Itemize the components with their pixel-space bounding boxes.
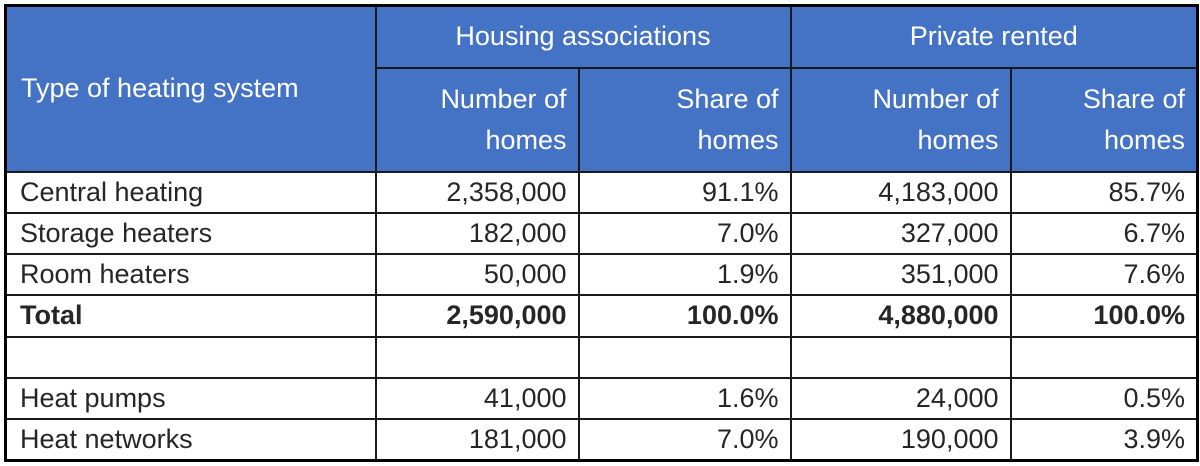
group-header-housing-associations: Housing associations xyxy=(374,4,792,69)
row-label-cell xyxy=(4,335,377,379)
value-cell: 4,880,000 xyxy=(789,294,1012,338)
subheader-housing-number: Number of homes xyxy=(374,66,580,173)
value-cell: 1.9% xyxy=(577,253,792,297)
row-label-cell: Central heating xyxy=(4,170,377,214)
value-cell xyxy=(1009,335,1199,379)
value-cell: 182,000 xyxy=(374,211,580,256)
value-cell: 24,000 xyxy=(789,376,1012,421)
corner-header-cell: Type of heating system xyxy=(4,4,377,173)
group-header-private-rented: Private rented xyxy=(789,4,1199,69)
table-row-heat-networks: Heat networks 181,000 7.0% 190,000 3.9% xyxy=(4,418,1199,462)
heating-systems-table: Type of heating system Housing associati… xyxy=(4,4,1199,462)
subheader-label: Number of homes xyxy=(872,84,999,155)
table-row-storage-heaters: Storage heaters 182,000 7.0% 327,000 6.7… xyxy=(4,211,1199,256)
value-cell: 2,590,000 xyxy=(374,294,580,338)
table-row-total: Total 2,590,000 100.0% 4,880,000 100.0% xyxy=(4,294,1199,338)
value-cell: 6.7% xyxy=(1009,211,1199,256)
value-cell: 41,000 xyxy=(374,376,580,421)
value-cell: 1.6% xyxy=(577,376,792,421)
subheader-label: Share of homes xyxy=(1082,84,1185,155)
row-label-cell: Room heaters xyxy=(4,253,377,297)
subheader-label: Share of homes xyxy=(676,84,779,155)
value-cell: 0.5% xyxy=(1009,376,1199,421)
value-cell: 7.0% xyxy=(577,211,792,256)
value-cell: 7.6% xyxy=(1009,253,1199,297)
value-cell: 91.1% xyxy=(577,170,792,214)
table-row-empty xyxy=(4,335,1199,379)
value-cell: 3.9% xyxy=(1009,418,1199,462)
table-row-room-heaters: Room heaters 50,000 1.9% 351,000 7.6% xyxy=(4,253,1199,297)
subheader-private-share: Share of homes xyxy=(1009,66,1199,173)
value-cell: 2,358,000 xyxy=(374,170,580,214)
row-label-cell: Storage heaters xyxy=(4,211,377,256)
value-cell: 181,000 xyxy=(374,418,580,462)
table-row-heat-pumps: Heat pumps 41,000 1.6% 24,000 0.5% xyxy=(4,376,1199,421)
value-cell xyxy=(577,335,792,379)
subheader-private-number: Number of homes xyxy=(789,66,1012,173)
value-cell: 327,000 xyxy=(789,211,1012,256)
value-cell: 4,183,000 xyxy=(789,170,1012,214)
header-sub-row: Number of homes Share of homes Number of… xyxy=(6,66,1199,173)
row-label-cell: Heat networks xyxy=(4,418,377,462)
row-label-cell: Total xyxy=(4,294,377,338)
value-cell: 85.7% xyxy=(1009,170,1199,214)
value-cell: 351,000 xyxy=(789,253,1012,297)
row-label-cell: Heat pumps xyxy=(4,376,377,421)
subheader-housing-share: Share of homes xyxy=(577,66,792,173)
value-cell: 190,000 xyxy=(789,418,1012,462)
value-cell: 50,000 xyxy=(374,253,580,297)
value-cell xyxy=(789,335,1012,379)
value-cell: 100.0% xyxy=(577,294,792,338)
value-cell xyxy=(374,335,580,379)
table-row-central-heating: Central heating 2,358,000 91.1% 4,183,00… xyxy=(4,170,1199,214)
value-cell: 7.0% xyxy=(577,418,792,462)
value-cell: 100.0% xyxy=(1009,294,1199,338)
subheader-label: Number of homes xyxy=(440,84,567,155)
header-group-row: Type of heating system Housing associati… xyxy=(4,4,1199,173)
